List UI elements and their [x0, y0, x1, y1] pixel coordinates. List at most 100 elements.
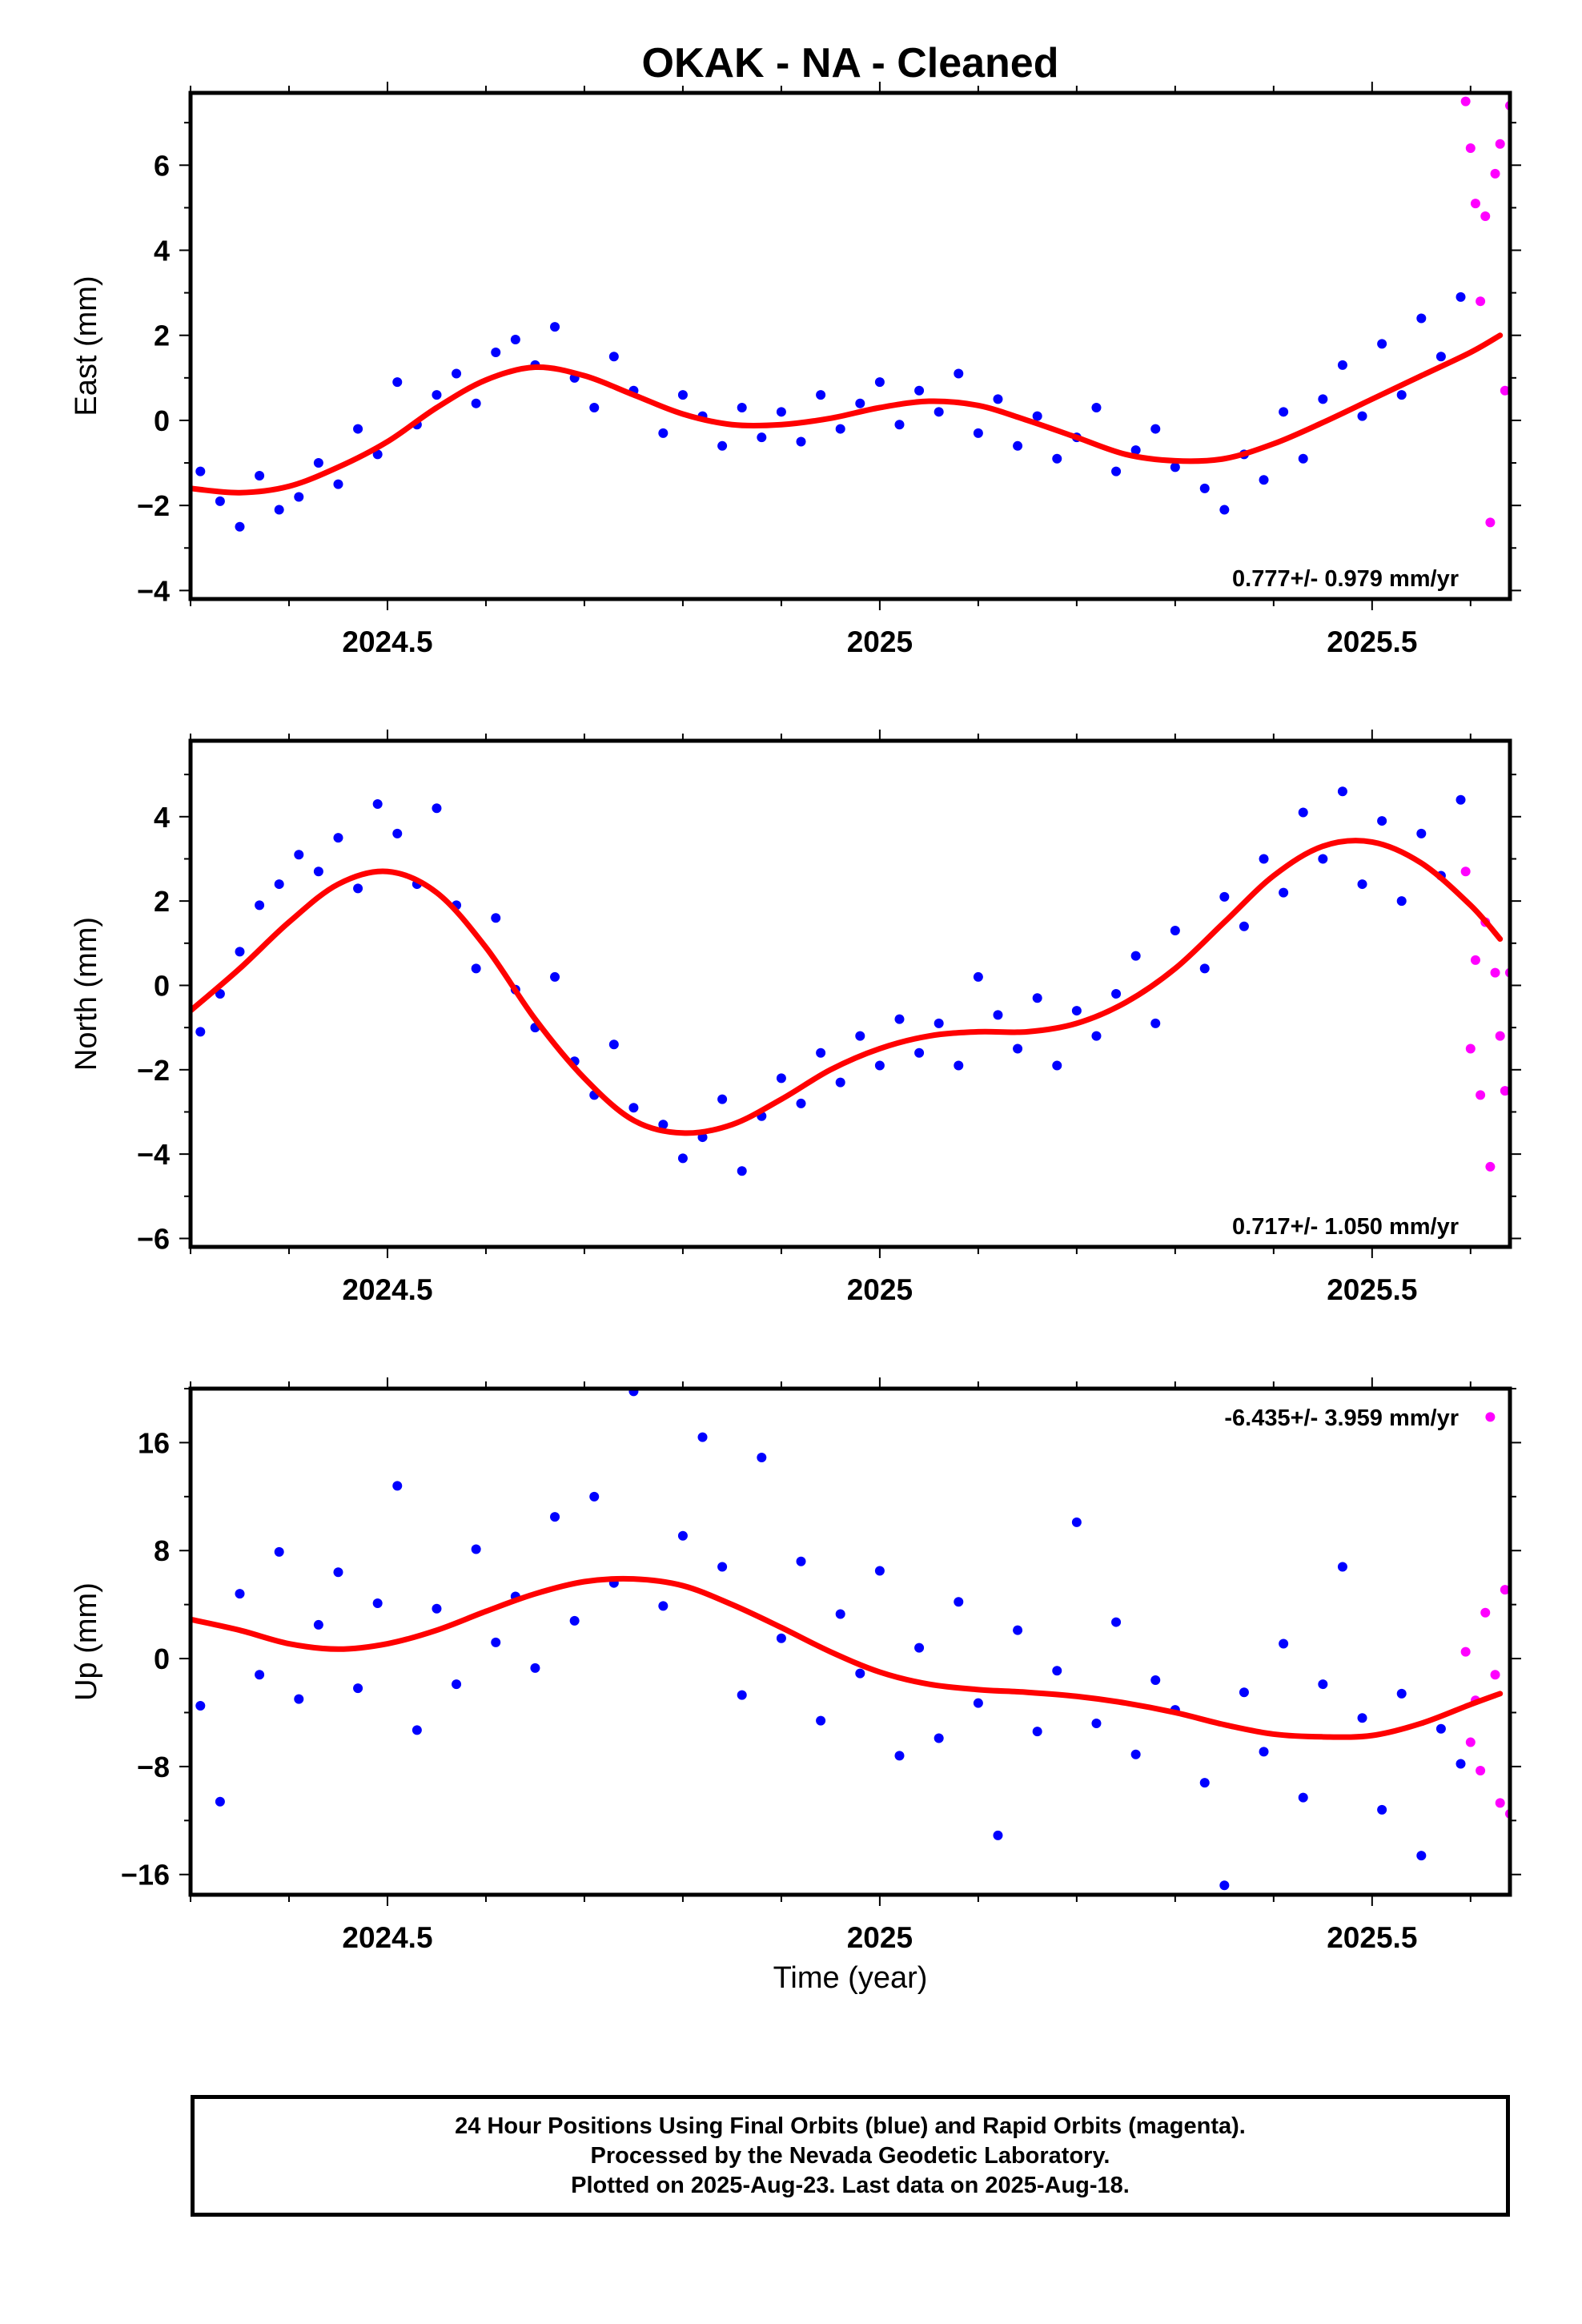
east-final-orbit-point [1052, 453, 1062, 464]
up-final-orbit-point [392, 1481, 403, 1491]
east-final-orbit-point [1396, 390, 1407, 400]
up-final-orbit-point [412, 1725, 422, 1735]
up-final-orbit-point [294, 1694, 304, 1704]
up-y-tick-label: −8 [137, 1751, 170, 1783]
up-y-tick-label: 16 [138, 1426, 170, 1459]
east-final-orbit-point [1456, 292, 1466, 302]
up-final-orbit-point [471, 1544, 481, 1554]
north-x-tick-label: 2025 [847, 1273, 913, 1306]
east-rate-label: 0.777+/- 0.979 mm/yr [1232, 566, 1459, 592]
x-axis-title: Time (year) [773, 1961, 928, 1995]
east-final-orbit-point [1357, 411, 1367, 421]
east-y-tick-label: 6 [154, 149, 170, 182]
east-x-tick-label: 2025.5 [1327, 625, 1417, 658]
up-final-orbit-point [737, 1690, 747, 1700]
east-final-orbit-point [1130, 445, 1141, 456]
east-rapid-orbit-point [1460, 96, 1471, 107]
up-final-orbit-point [530, 1663, 540, 1673]
up-final-orbit-point [491, 1637, 501, 1647]
up-final-orbit-point [776, 1633, 786, 1643]
east-final-orbit-point [914, 385, 925, 396]
east-final-orbit-point [235, 521, 245, 532]
up-final-orbit-point [677, 1530, 688, 1541]
chart-title: OKAK - NA - Cleaned [642, 40, 1059, 86]
up-final-orbit-point [1130, 1749, 1141, 1759]
north-final-orbit-point [1071, 1006, 1082, 1016]
east-rapid-orbit-point [1485, 517, 1496, 528]
east-rapid-orbit-point [1476, 296, 1486, 307]
up-rapid-orbit-point [1500, 1585, 1510, 1595]
north-final-orbit-point [973, 971, 983, 982]
up-final-orbit-point [1199, 1778, 1210, 1788]
east-final-orbit-point [1377, 339, 1387, 349]
up-final-orbit-point [1357, 1713, 1367, 1723]
north-final-orbit-point [550, 971, 560, 982]
up-final-orbit-point [954, 1597, 964, 1607]
up-final-orbit-point [658, 1601, 669, 1611]
up-final-orbit-point [1111, 1617, 1122, 1627]
north-panel: 2024.5 2025 2025.5 −6 −4 −2 0 2 4 North (mm) 0.717… [70, 730, 1521, 1306]
north-final-orbit-point [1357, 879, 1367, 890]
north-rate-label: 0.717+/- 1.050 mm/yr [1232, 1214, 1459, 1240]
north-data-layer [191, 786, 1510, 1176]
up-final-orbit-point [589, 1491, 600, 1502]
east-final-orbit-point [1170, 462, 1180, 472]
east-final-orbit-point [934, 407, 944, 417]
north-rapid-orbit-point [1460, 866, 1471, 877]
north-y-tick-label: 0 [154, 969, 170, 1002]
east-final-orbit-point [215, 496, 225, 506]
east-y-tick-label: 4 [154, 235, 170, 267]
north-final-orbit-point [677, 1153, 688, 1164]
north-final-orbit-point [1199, 963, 1210, 974]
north-final-orbit-point [1111, 989, 1122, 999]
north-y-tick-label: 2 [154, 885, 170, 918]
up-final-orbit-point [274, 1546, 284, 1557]
east-final-orbit-point [1337, 360, 1347, 370]
up-final-orbit-point [550, 1512, 560, 1522]
east-final-orbit-point [835, 424, 845, 434]
up-rapid-orbit-point [1485, 1412, 1496, 1422]
east-final-orbit-point [658, 428, 669, 438]
north-final-orbit-point [353, 883, 363, 894]
up-final-orbit-point [1377, 1804, 1387, 1815]
north-final-orbit-point [658, 1120, 669, 1130]
east-final-orbit-point [776, 407, 786, 417]
up-model-fit-line [191, 1575, 1504, 1740]
up-final-orbit-point [934, 1733, 944, 1743]
north-final-orbit-point [816, 1047, 826, 1058]
north-final-orbit-point [737, 1166, 747, 1176]
east-final-orbit-point [1111, 466, 1122, 476]
east-final-orbit-point [510, 335, 520, 345]
north-final-orbit-point [1279, 887, 1289, 898]
north-y-tick-label: −4 [137, 1138, 170, 1171]
east-final-orbit-point [874, 377, 885, 388]
up-final-orbit-point [353, 1683, 363, 1694]
north-final-orbit-point [796, 1098, 806, 1108]
north-final-orbit-point [855, 1031, 865, 1041]
north-y-axis-label: North (mm) [70, 917, 103, 1071]
east-x-tick-label: 2024.5 [342, 625, 432, 658]
north-final-orbit-point [1150, 1018, 1161, 1028]
east-final-orbit-point [757, 432, 767, 443]
up-final-orbit-point [235, 1589, 245, 1599]
up-final-orbit-point [195, 1701, 206, 1711]
up-final-orbit-point [1435, 1723, 1446, 1734]
up-data-layer [191, 1389, 1510, 1891]
north-final-orbit-point [874, 1060, 885, 1071]
up-rapid-orbit-point [1460, 1647, 1471, 1657]
north-final-orbit-point [1416, 828, 1427, 838]
up-x-tick-label: 2024.5 [342, 1921, 432, 1954]
up-final-orbit-point [1318, 1679, 1328, 1690]
north-rapid-orbit-point [1476, 1090, 1486, 1100]
up-final-orbit-point [835, 1609, 845, 1619]
up-final-orbit-point [1416, 1851, 1427, 1861]
east-final-orbit-point [313, 458, 323, 468]
north-rapid-orbit-point [1485, 1161, 1496, 1172]
north-final-orbit-point [274, 879, 284, 890]
up-y-tick-label: −16 [121, 1859, 170, 1892]
north-final-orbit-point [255, 900, 265, 911]
up-final-orbit-point [717, 1562, 728, 1572]
footer-line-processed: Processed by the Nevada Geodetic Laborat… [590, 2142, 1110, 2169]
north-final-orbit-point [215, 989, 225, 999]
